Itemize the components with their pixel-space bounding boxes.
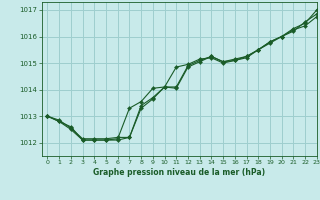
X-axis label: Graphe pression niveau de la mer (hPa): Graphe pression niveau de la mer (hPa): [93, 168, 265, 177]
